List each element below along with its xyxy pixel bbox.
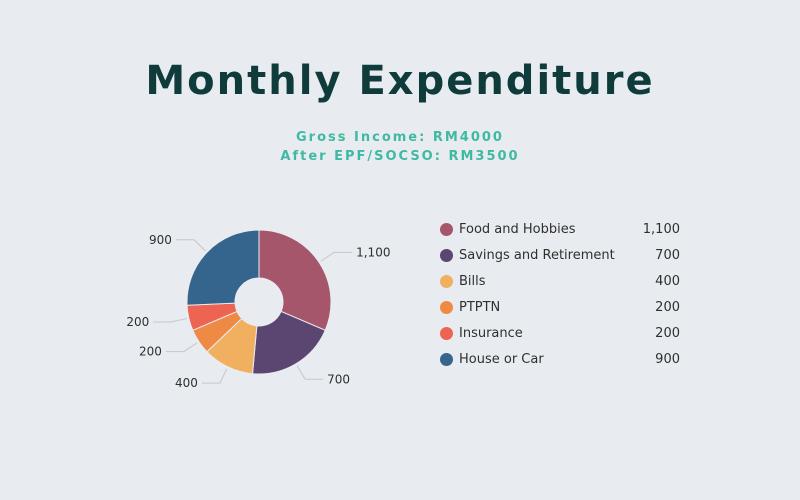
data-label-savings-and-retirement: 700 — [327, 372, 350, 386]
data-label-insurance: 200 — [126, 315, 149, 329]
chart-title: Monthly Expenditure — [145, 58, 655, 104]
legend-swatch — [440, 274, 453, 288]
legend-value: 400 — [655, 273, 680, 289]
data-label-food-and-hobbies: 1,100 — [356, 245, 390, 259]
leader-line-ptptn — [165, 342, 198, 353]
net-income-subtitle: After EPF/SOCSO: RM3500 — [280, 149, 520, 164]
legend-value: 200 — [655, 299, 680, 315]
legend-swatch — [440, 326, 453, 340]
legend-item: Savings and Retirement 700 — [440, 242, 680, 268]
data-label-ptptn: 200 — [139, 345, 162, 359]
legend-swatch — [440, 300, 453, 314]
pie-slice-food-and-hobbies — [258, 229, 332, 331]
leader-line-food-and-hobbies — [320, 251, 353, 262]
leader-line-house-or-car — [175, 239, 206, 252]
data-label-bills: 400 — [175, 376, 198, 390]
legend-label: PTPTN — [459, 299, 501, 315]
legend-label: House or Car — [459, 351, 544, 367]
legend-label: Insurance — [459, 325, 523, 341]
legend-value: 200 — [655, 325, 680, 341]
leader-line-savings-and-retirement — [296, 365, 324, 380]
legend-swatch — [440, 352, 453, 366]
legend-item: Food and Hobbies 1,100 — [440, 216, 680, 242]
leader-line-bills — [201, 368, 228, 384]
gross-income-subtitle: Gross Income: RM4000 — [296, 130, 504, 145]
legend-value: 1,100 — [642, 221, 680, 237]
pie-slice-house-or-car — [186, 229, 260, 306]
legend-item: Bills 400 — [440, 268, 680, 294]
legend-item: PTPTN 200 — [440, 294, 680, 320]
legend-item: House or Car 900 — [440, 346, 680, 372]
legend-value: 700 — [655, 247, 680, 263]
chart-legend: Food and Hobbies 1,100 Savings and Retir… — [440, 216, 680, 372]
pie-slice-savings-and-retirement — [252, 310, 326, 375]
data-label-house-or-car: 900 — [149, 233, 172, 247]
legend-swatch — [440, 222, 453, 236]
legend-label: Bills — [459, 273, 486, 289]
legend-label: Food and Hobbies — [459, 221, 576, 237]
legend-swatch — [440, 248, 453, 262]
leader-line-insurance — [153, 317, 187, 323]
legend-label: Savings and Retirement — [459, 247, 615, 263]
legend-value: 900 — [655, 351, 680, 367]
legend-item: Insurance 200 — [440, 320, 680, 346]
